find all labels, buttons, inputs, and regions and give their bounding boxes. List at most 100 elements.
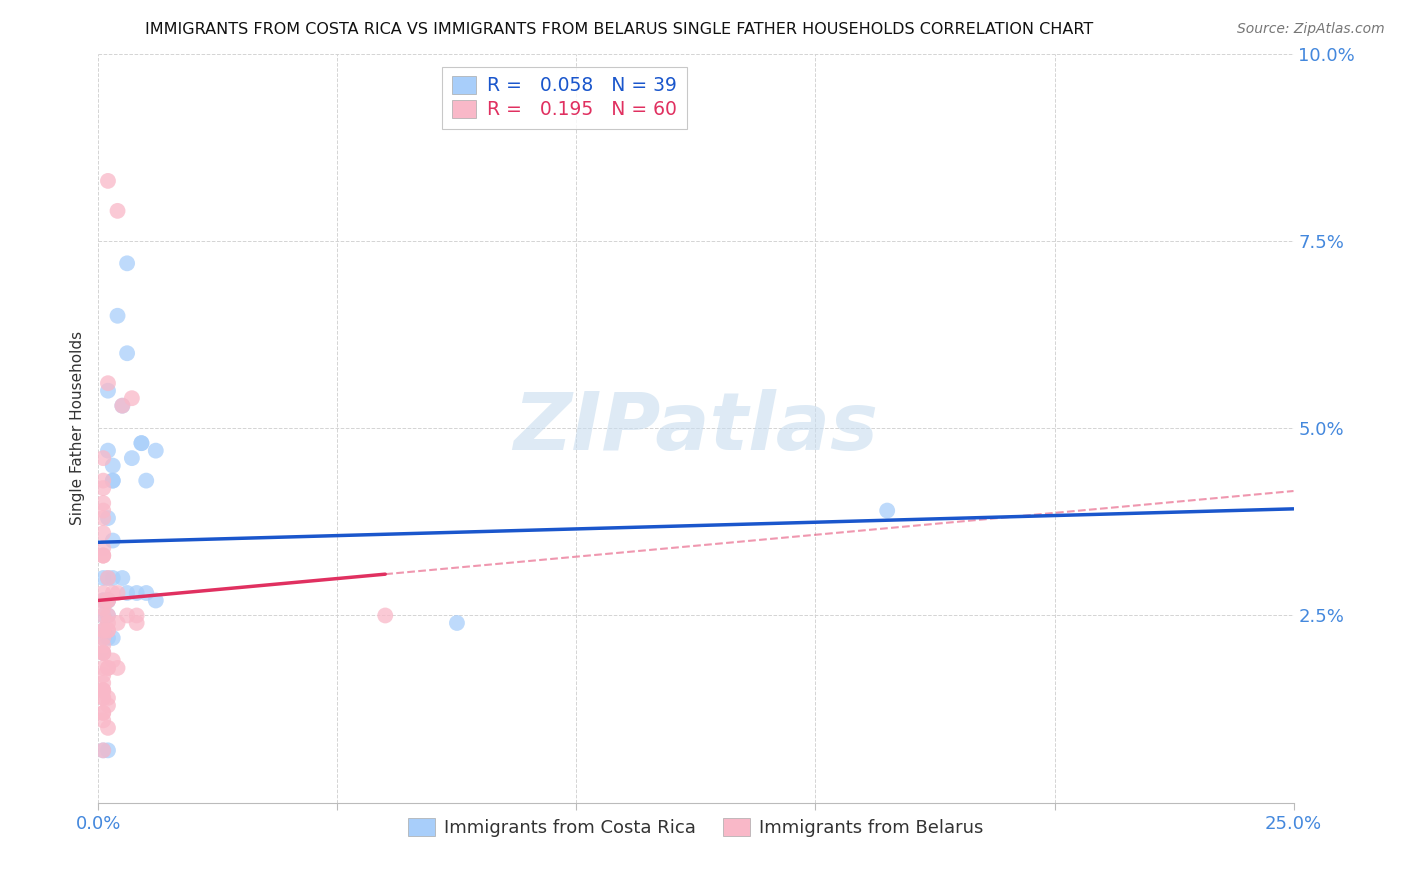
Point	[131, 436, 153, 450]
Point	[115, 608, 138, 623]
Point	[91, 646, 114, 660]
Point	[91, 676, 114, 690]
Point	[97, 608, 120, 623]
Point	[91, 683, 114, 698]
Y-axis label: Single Father Households: Single Father Households	[69, 331, 84, 525]
Point	[101, 458, 124, 473]
Point	[97, 608, 120, 623]
Point	[91, 503, 114, 517]
Point	[115, 346, 138, 360]
Point	[91, 631, 114, 645]
Point	[121, 391, 143, 405]
Point	[135, 474, 157, 488]
Point	[91, 593, 114, 607]
Point	[91, 690, 114, 705]
Point	[97, 661, 120, 675]
Point	[125, 586, 148, 600]
Point	[97, 593, 120, 607]
Point	[115, 586, 138, 600]
Point	[101, 474, 124, 488]
Text: Source: ZipAtlas.com: Source: ZipAtlas.com	[1237, 22, 1385, 37]
Point	[374, 608, 396, 623]
Point	[101, 571, 124, 585]
Point	[91, 743, 114, 757]
Point	[97, 743, 120, 757]
Point	[91, 593, 114, 607]
Point	[111, 399, 134, 413]
Point	[91, 541, 114, 555]
Point	[91, 549, 114, 563]
Point	[446, 615, 468, 630]
Point	[91, 624, 114, 638]
Point	[131, 436, 153, 450]
Point	[121, 451, 143, 466]
Point	[91, 631, 114, 645]
Point	[91, 549, 114, 563]
Point	[91, 549, 114, 563]
Point	[135, 586, 157, 600]
Point	[91, 474, 114, 488]
Point	[97, 593, 120, 607]
Point	[111, 571, 134, 585]
Point	[91, 624, 114, 638]
Point	[91, 586, 114, 600]
Point	[91, 593, 114, 607]
Point	[91, 608, 114, 623]
Point	[107, 615, 129, 630]
Point	[97, 624, 120, 638]
Point	[91, 646, 114, 660]
Text: IMMIGRANTS FROM COSTA RICA VS IMMIGRANTS FROM BELARUS SINGLE FATHER HOUSEHOLDS C: IMMIGRANTS FROM COSTA RICA VS IMMIGRANTS…	[145, 22, 1092, 37]
Point	[91, 668, 114, 682]
Point	[115, 256, 138, 270]
Point	[107, 309, 129, 323]
Point	[97, 174, 120, 188]
Point	[107, 586, 129, 600]
Point	[91, 706, 114, 720]
Point	[97, 571, 120, 585]
Point	[125, 608, 148, 623]
Point	[97, 571, 120, 585]
Point	[97, 624, 120, 638]
Point	[91, 639, 114, 653]
Point	[101, 474, 124, 488]
Point	[107, 661, 129, 675]
Point	[91, 496, 114, 510]
Point	[145, 593, 167, 607]
Point	[91, 624, 114, 638]
Point	[97, 593, 120, 607]
Point	[91, 690, 114, 705]
Legend: Immigrants from Costa Rica, Immigrants from Belarus: Immigrants from Costa Rica, Immigrants f…	[399, 809, 993, 847]
Point	[101, 653, 124, 667]
Point	[91, 526, 114, 541]
Point	[107, 203, 129, 218]
Point	[91, 608, 114, 623]
Point	[97, 511, 120, 525]
Point	[97, 690, 120, 705]
Point	[91, 661, 114, 675]
Point	[91, 743, 114, 757]
Point	[101, 631, 124, 645]
Point	[91, 646, 114, 660]
Point	[97, 376, 120, 391]
Point	[97, 661, 120, 675]
Point	[111, 399, 134, 413]
Point	[91, 683, 114, 698]
Point	[91, 481, 114, 495]
Point	[97, 631, 120, 645]
Point	[97, 615, 120, 630]
Text: ZIPatlas: ZIPatlas	[513, 389, 879, 467]
Point	[97, 443, 120, 458]
Point	[91, 706, 114, 720]
Point	[91, 601, 114, 615]
Point	[97, 384, 120, 398]
Point	[91, 451, 114, 466]
Point	[101, 533, 124, 548]
Point	[876, 503, 898, 517]
Point	[97, 721, 120, 735]
Point	[91, 646, 114, 660]
Point	[97, 698, 120, 713]
Point	[91, 714, 114, 728]
Point	[145, 443, 167, 458]
Point	[125, 615, 148, 630]
Point	[91, 511, 114, 525]
